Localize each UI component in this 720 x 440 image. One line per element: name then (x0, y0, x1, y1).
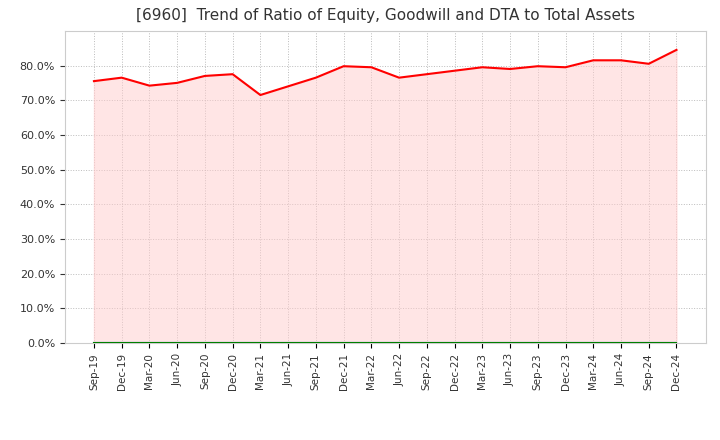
Deferred Tax Assets (228, 341, 237, 346)
Equity (450, 68, 459, 73)
Deferred Tax Assets (339, 341, 348, 346)
Equity (561, 65, 570, 70)
Deferred Tax Assets (284, 341, 292, 346)
Goodwill (505, 341, 514, 346)
Deferred Tax Assets (145, 341, 154, 346)
Equity (117, 75, 126, 80)
Goodwill (644, 341, 653, 346)
Goodwill (672, 341, 681, 346)
Deferred Tax Assets (173, 341, 181, 346)
Equity (228, 72, 237, 77)
Equity (616, 58, 625, 63)
Deferred Tax Assets (644, 341, 653, 346)
Deferred Tax Assets (201, 341, 210, 346)
Equity (145, 83, 154, 88)
Deferred Tax Assets (616, 341, 625, 346)
Equity (672, 47, 681, 52)
Equity (339, 63, 348, 69)
Equity (534, 63, 542, 69)
Equity (367, 65, 376, 70)
Deferred Tax Assets (395, 341, 403, 346)
Goodwill (616, 341, 625, 346)
Goodwill (256, 341, 265, 346)
Goodwill (201, 341, 210, 346)
Goodwill (534, 341, 542, 346)
Goodwill (117, 341, 126, 346)
Deferred Tax Assets (672, 341, 681, 346)
Goodwill (145, 341, 154, 346)
Equity (173, 80, 181, 85)
Goodwill (423, 341, 431, 346)
Goodwill (561, 341, 570, 346)
Equity (89, 78, 98, 84)
Goodwill (589, 341, 598, 346)
Equity (256, 92, 265, 98)
Deferred Tax Assets (561, 341, 570, 346)
Equity (644, 61, 653, 66)
Equity (478, 65, 487, 70)
Goodwill (228, 341, 237, 346)
Goodwill (367, 341, 376, 346)
Equity (395, 75, 403, 80)
Deferred Tax Assets (534, 341, 542, 346)
Equity (312, 75, 320, 80)
Deferred Tax Assets (589, 341, 598, 346)
Goodwill (339, 341, 348, 346)
Equity (589, 58, 598, 63)
Goodwill (478, 341, 487, 346)
Equity (284, 84, 292, 89)
Deferred Tax Assets (89, 341, 98, 346)
Deferred Tax Assets (256, 341, 265, 346)
Deferred Tax Assets (117, 341, 126, 346)
Goodwill (89, 341, 98, 346)
Deferred Tax Assets (505, 341, 514, 346)
Line: Equity: Equity (94, 50, 677, 95)
Goodwill (173, 341, 181, 346)
Deferred Tax Assets (450, 341, 459, 346)
Equity (201, 73, 210, 79)
Goodwill (284, 341, 292, 346)
Goodwill (395, 341, 403, 346)
Deferred Tax Assets (478, 341, 487, 346)
Title: [6960]  Trend of Ratio of Equity, Goodwill and DTA to Total Assets: [6960] Trend of Ratio of Equity, Goodwil… (135, 7, 635, 23)
Deferred Tax Assets (312, 341, 320, 346)
Goodwill (450, 341, 459, 346)
Deferred Tax Assets (367, 341, 376, 346)
Equity (423, 72, 431, 77)
Equity (505, 66, 514, 72)
Deferred Tax Assets (423, 341, 431, 346)
Goodwill (312, 341, 320, 346)
